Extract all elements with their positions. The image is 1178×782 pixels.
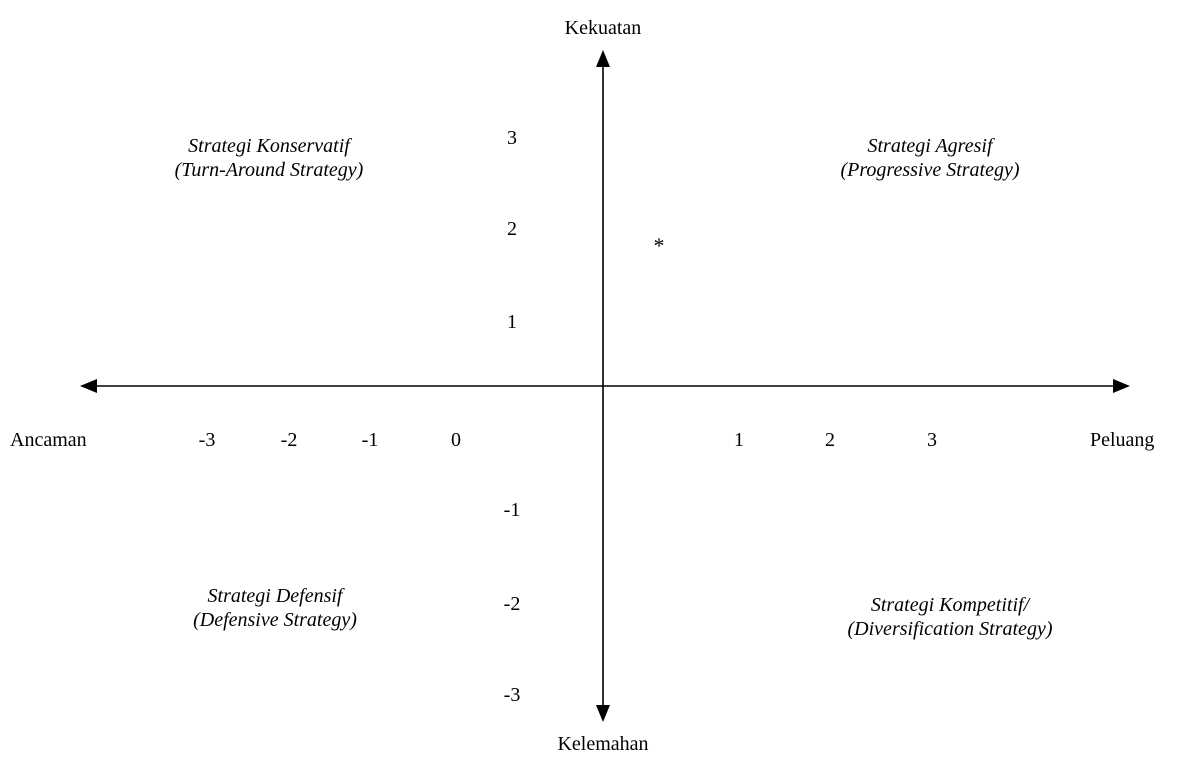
right-arrowhead: [1113, 379, 1130, 393]
top-arrowhead: [596, 50, 610, 67]
axis-label-top: Kekuatan: [564, 17, 642, 39]
y-tick-label: 1: [507, 311, 517, 333]
x-tick-label: 2: [825, 429, 835, 451]
quadrant-subtitle: (Diversification Strategy): [847, 618, 1053, 640]
bottom-arrowhead: [596, 705, 610, 722]
x-tick-label: 1: [734, 429, 744, 451]
x-tick-label: -1: [361, 429, 379, 451]
quadrant-competitive-strategy: Strategi Kompetitif/ (Diversification St…: [848, 593, 1053, 641]
quadrant-subtitle: (Defensive Strategy): [193, 609, 357, 631]
axis-label-right: Peluang: [1090, 429, 1155, 451]
quadrant-aggressive-strategy: Strategi Agresif (Progressive Strategy): [840, 134, 1019, 182]
axis-label-left: Ancaman: [10, 429, 87, 451]
x-tick-label: 0: [451, 429, 461, 451]
left-arrowhead: [80, 379, 97, 393]
quadrant-title: Strategi Kompetitif/: [870, 594, 1030, 616]
quadrant-title: Strategi Agresif: [867, 135, 993, 157]
y-tick-label: 3: [507, 127, 517, 149]
quadrant-subtitle: (Progressive Strategy): [840, 159, 1020, 181]
quadrant-defensive-strategy: Strategi Defensif (Defensive Strategy): [193, 584, 357, 632]
x-tick-label: -2: [280, 429, 298, 451]
x-tick-label: -3: [198, 429, 216, 451]
x-tick-label: 3: [927, 429, 937, 451]
quadrant-title: Strategi Defensif: [207, 585, 343, 607]
y-tick-label: -1: [503, 499, 521, 521]
y-tick-label: 2: [507, 218, 517, 240]
quadrant-subtitle: (Turn-Around Strategy): [174, 159, 364, 181]
quadrant-title: Strategi Konservatif: [188, 135, 350, 157]
position-marker: *: [653, 233, 665, 258]
y-tick-label: -3: [503, 684, 521, 706]
axis-label-bottom: Kelemahan: [557, 733, 649, 755]
quadrant-conservative-strategy: Strategi Konservatif (Turn-Around Strate…: [175, 134, 364, 182]
y-tick-label: -2: [503, 593, 521, 615]
